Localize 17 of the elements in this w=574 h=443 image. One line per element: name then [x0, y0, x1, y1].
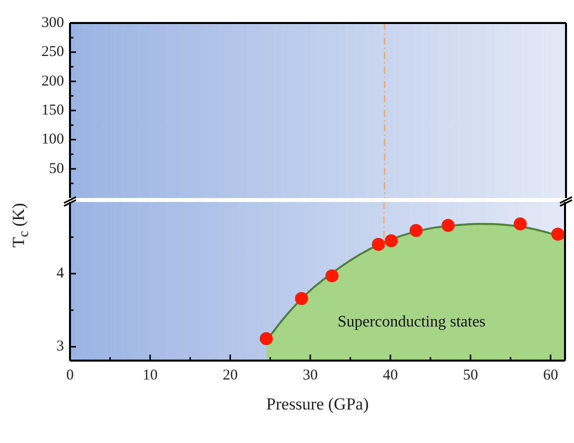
y-tick-label: 250	[42, 44, 64, 60]
x-tick-label: 50	[462, 368, 478, 384]
y-tick-label: 4	[56, 266, 64, 282]
y-tick-label: 300	[42, 14, 64, 31]
x-tick-label: 10	[142, 368, 158, 384]
x-tick-label: 40	[382, 368, 398, 384]
x-tick-label: 60	[543, 368, 558, 384]
y-tick-label: 100	[42, 132, 64, 148]
x-tick-label: 0	[66, 368, 74, 384]
x-axis-title: Pressure (GPa)	[266, 394, 369, 414]
y-tick-label: 50	[49, 160, 64, 177]
annotation: Superconducting states	[338, 314, 486, 331]
x-tick-label: 20	[222, 368, 238, 384]
y-tick-label: 150	[42, 102, 64, 118]
y-tick-label: 200	[42, 73, 64, 90]
y-tick-label: 3	[56, 338, 64, 355]
x-tick-label: 30	[302, 368, 318, 384]
